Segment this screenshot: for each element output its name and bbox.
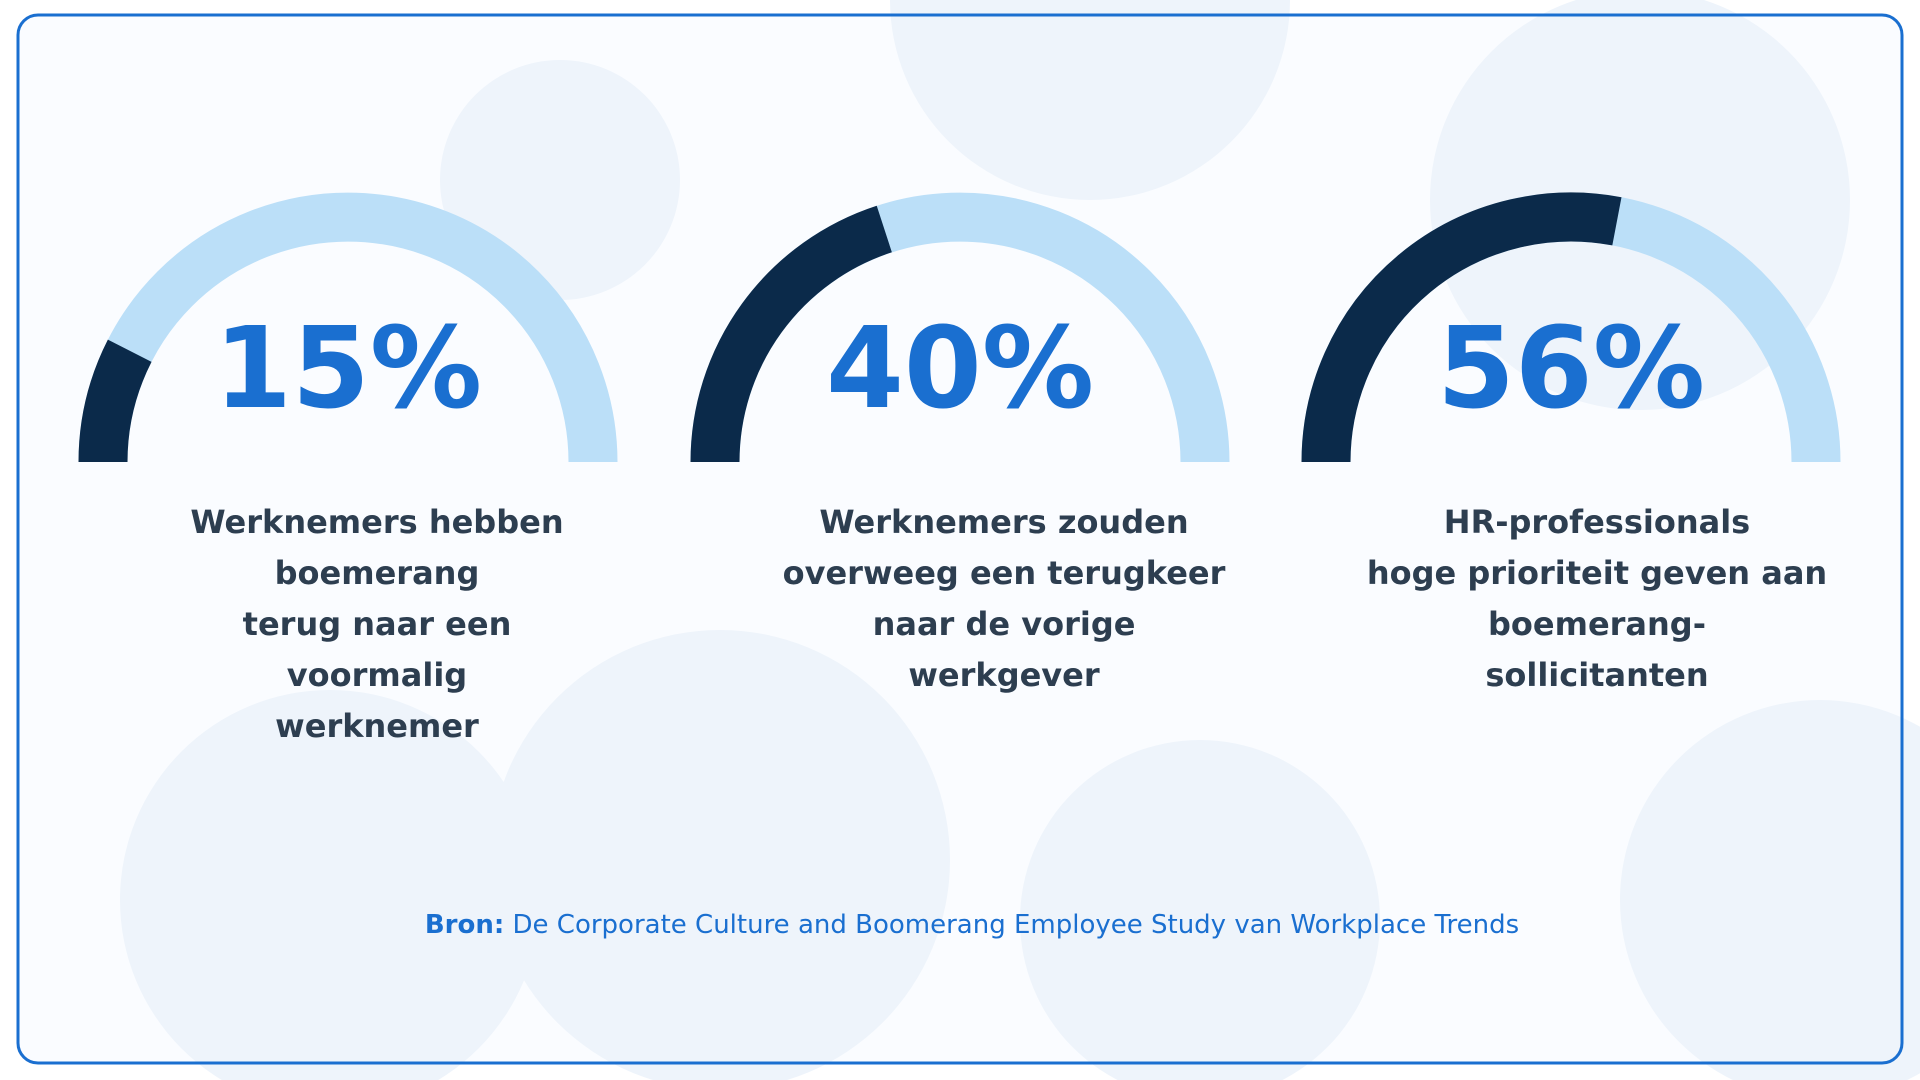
caption-line: sollicitanten <box>1485 656 1708 694</box>
gauge-track <box>78 192 618 463</box>
decor-circle <box>1020 740 1380 1080</box>
gauge-value <box>1301 192 1622 463</box>
decor-circle <box>490 630 950 1080</box>
gauge-value-label: 40% <box>826 304 1094 434</box>
frame <box>16 13 1904 1065</box>
caption-line: Werknemers zouden <box>819 503 1188 541</box>
decor-circle <box>890 0 1290 200</box>
decor-circle <box>1620 700 1920 1080</box>
source: Bron: De Corporate Culture and Boomerang… <box>425 910 1519 940</box>
gauge-value <box>690 205 893 463</box>
caption-line: overweeg een terugkeer <box>783 554 1226 592</box>
gauge-value-label: 15% <box>214 304 482 434</box>
caption-line: boemerang- <box>1488 605 1706 643</box>
caption-line: hoge prioriteit geven aan <box>1367 554 1827 592</box>
caption-line: werkgever <box>908 656 1100 694</box>
source-label: Bron: <box>425 910 504 940</box>
source-text: De Corporate Culture and Boomerang Emplo… <box>513 910 1520 940</box>
gauge-value-label: 56% <box>1437 304 1705 434</box>
caption-line: terug naar een <box>243 605 512 643</box>
caption-line: HR-professionals <box>1444 503 1750 541</box>
caption-line: voormalig <box>287 656 467 694</box>
caption-line: Werknemers hebben <box>190 503 563 541</box>
caption-line: werknemer <box>275 707 479 745</box>
decor-circle <box>120 690 540 1080</box>
caption-line: naar de vorige <box>873 605 1136 643</box>
gauge-value <box>78 339 152 463</box>
caption-line: boemerang <box>275 554 480 592</box>
